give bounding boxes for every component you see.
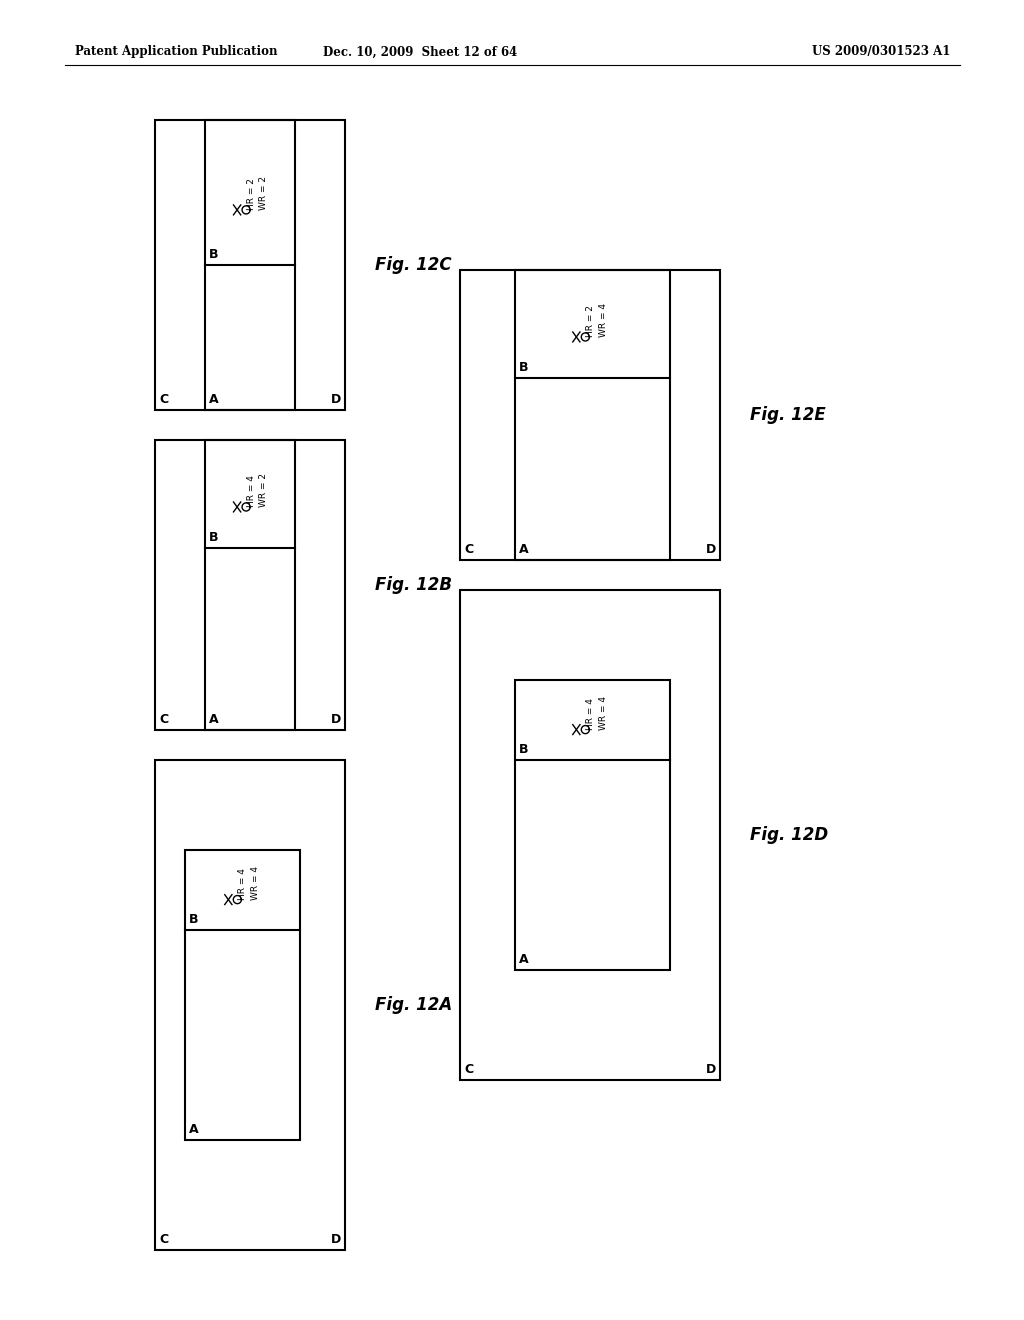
Text: HR = 2
WR = 2: HR = 2 WR = 2	[247, 176, 268, 210]
Bar	[155, 120, 345, 411]
Text: D: D	[331, 393, 341, 407]
Bar	[460, 590, 720, 1080]
Text: A: A	[209, 393, 219, 407]
Text: B: B	[209, 531, 218, 544]
Text: HR = 4
WR = 2: HR = 4 WR = 2	[247, 473, 268, 507]
Text: US 2009/0301523 A1: US 2009/0301523 A1	[812, 45, 950, 58]
Bar	[185, 850, 300, 1140]
Bar	[155, 440, 345, 730]
Text: Fig. 12D: Fig. 12D	[750, 826, 828, 843]
Text: C: C	[159, 713, 168, 726]
Bar	[515, 271, 670, 560]
Bar	[460, 271, 720, 560]
Text: HR = 2
WR = 4: HR = 2 WR = 4	[586, 304, 607, 337]
Text: Patent Application Publication: Patent Application Publication	[75, 45, 278, 58]
Text: A: A	[519, 543, 528, 556]
Text: C: C	[464, 543, 473, 556]
Bar	[205, 120, 295, 411]
Text: A: A	[519, 953, 528, 966]
Bar	[155, 760, 345, 1250]
Text: Fig. 12A: Fig. 12A	[375, 997, 453, 1014]
Text: HR = 4
WR = 4: HR = 4 WR = 4	[238, 866, 259, 900]
Text: Fig. 12B: Fig. 12B	[375, 576, 452, 594]
Text: C: C	[464, 1063, 473, 1076]
Text: C: C	[159, 393, 168, 407]
Text: C: C	[159, 1233, 168, 1246]
Bar	[515, 680, 670, 970]
Text: A: A	[209, 713, 219, 726]
Text: B: B	[519, 360, 528, 374]
Text: B: B	[519, 743, 528, 756]
Text: D: D	[706, 543, 716, 556]
Text: D: D	[331, 1233, 341, 1246]
Text: Fig. 12C: Fig. 12C	[375, 256, 452, 275]
Text: B: B	[209, 248, 218, 261]
Text: D: D	[331, 713, 341, 726]
Text: HR = 4
WR = 4: HR = 4 WR = 4	[586, 696, 607, 730]
Bar	[205, 440, 295, 730]
Text: Dec. 10, 2009  Sheet 12 of 64: Dec. 10, 2009 Sheet 12 of 64	[323, 45, 517, 58]
Text: B: B	[189, 913, 199, 927]
Text: A: A	[189, 1123, 199, 1137]
Text: D: D	[706, 1063, 716, 1076]
Text: Fig. 12E: Fig. 12E	[750, 407, 825, 424]
